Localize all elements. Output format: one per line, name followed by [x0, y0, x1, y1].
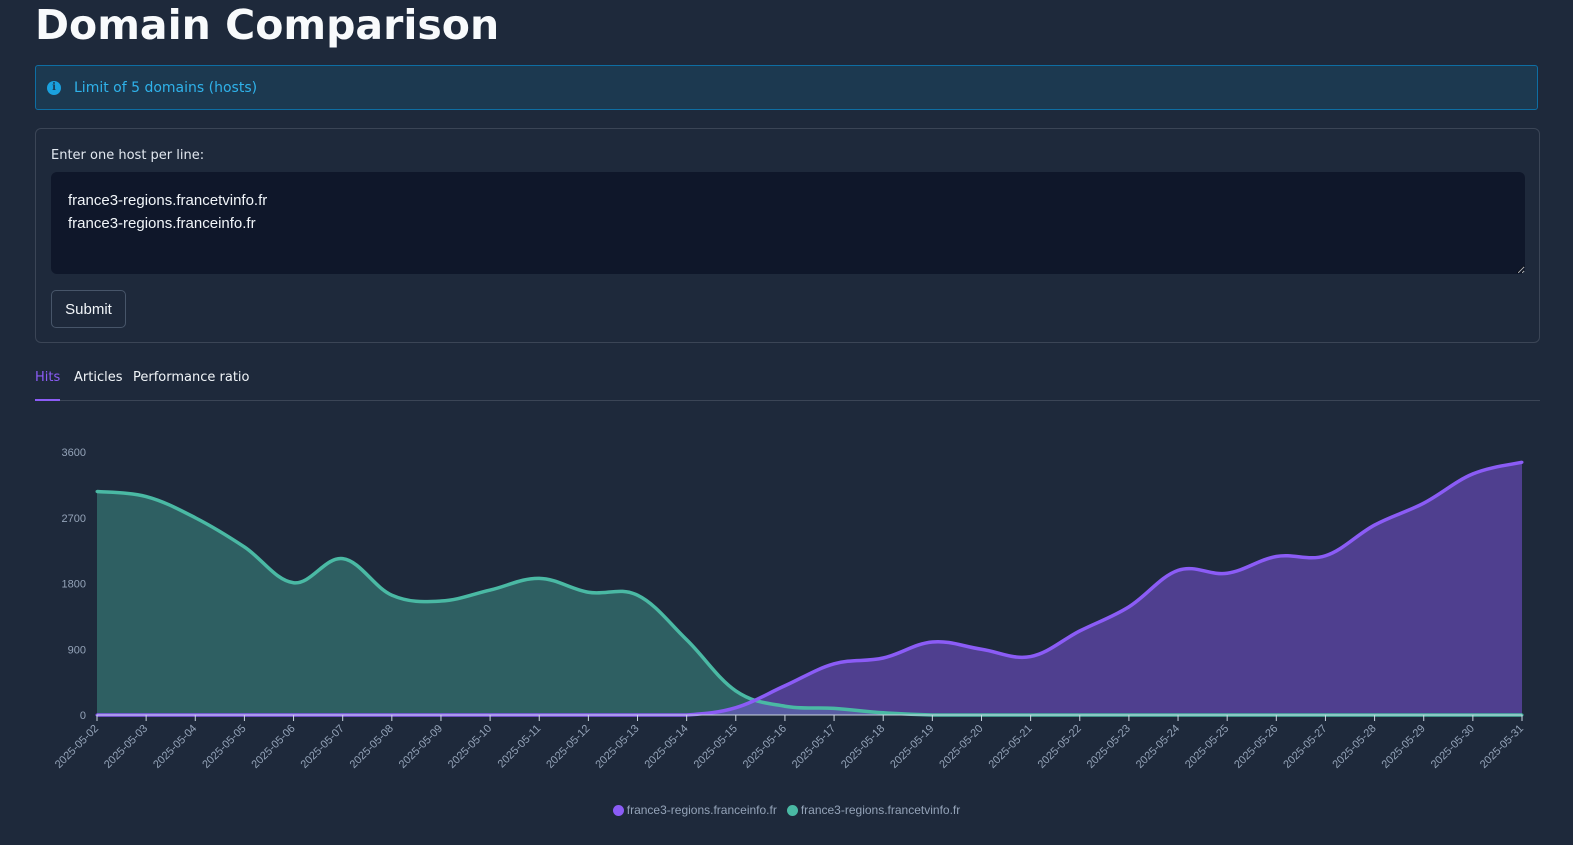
legend-label-francetvinfo: france3-regions.francetvinfo.fr [800, 803, 961, 817]
data-point [783, 684, 787, 688]
x-tick-label: 2025-05-27 [1281, 723, 1329, 771]
info-alert: i Limit of 5 domains (hosts) [35, 65, 1538, 110]
data-point [1323, 554, 1327, 558]
host-input-label: Enter one host per line: [51, 148, 205, 163]
x-tick-label: 2025-05-15 [692, 723, 740, 771]
x-tick-label: 2025-05-24 [1134, 723, 1182, 771]
legend-item-franceinfo[interactable]: france3-regions.franceinfo.fr [612, 803, 777, 817]
data-point [734, 706, 738, 710]
x-tick-label: 2025-05-26 [1232, 723, 1280, 771]
x-tick-label: 2025-05-21 [986, 723, 1034, 771]
y-tick-label: 2700 [62, 513, 86, 525]
x-tick-label: 2025-05-16 [741, 723, 789, 771]
data-point [488, 588, 492, 592]
data-point [832, 662, 836, 666]
submit-button[interactable]: Submit [51, 290, 126, 328]
x-tick-label: 2025-05-07 [299, 723, 347, 771]
x-tick-label: 2025-05-06 [249, 723, 297, 771]
y-tick-label: 1800 [62, 579, 86, 591]
data-point [1225, 571, 1229, 575]
x-tick-label: 2025-05-19 [888, 723, 936, 771]
x-tick-label: 2025-05-28 [1330, 723, 1378, 771]
tab-performance-ratio[interactable]: Performance ratio [133, 370, 250, 385]
data-point [1422, 501, 1426, 505]
tab-bar: Hits Articles Performance ratio [35, 368, 1540, 401]
y-tick-label: 900 [68, 644, 86, 656]
x-tick-label: 2025-05-29 [1380, 723, 1428, 771]
x-tick-label: 2025-05-09 [397, 723, 445, 771]
data-point [1274, 554, 1278, 558]
x-tick-label: 2025-05-17 [790, 723, 838, 771]
data-point [341, 557, 345, 561]
data-point [783, 704, 787, 708]
data-point [1176, 568, 1180, 572]
legend-item-francetvinfo[interactable]: france3-regions.francetvinfo.fr [786, 803, 961, 817]
tab-articles[interactable]: Articles [74, 370, 123, 385]
data-point [95, 489, 99, 493]
data-point [1029, 655, 1033, 659]
data-point [685, 638, 689, 642]
host-form: Enter one host per line: Submit [35, 128, 1540, 343]
x-tick-label: 2025-05-08 [348, 723, 396, 771]
x-tick-label: 2025-05-10 [446, 723, 494, 771]
data-point [1520, 460, 1524, 464]
data-point [1373, 523, 1377, 527]
data-point [1078, 629, 1082, 633]
data-point [144, 495, 148, 499]
series-area [97, 462, 1522, 715]
data-point [832, 706, 836, 710]
x-tick-label: 2025-05-30 [1429, 723, 1477, 771]
data-point [439, 599, 443, 603]
x-tick-label: 2025-05-18 [839, 723, 887, 771]
legend-label-franceinfo: france3-regions.franceinfo.fr [626, 803, 777, 817]
data-point [1471, 472, 1475, 476]
data-point [292, 581, 296, 585]
data-point [979, 647, 983, 651]
x-tick-label: 2025-05-05 [200, 723, 248, 771]
data-point [734, 689, 738, 693]
data-point [537, 576, 541, 580]
x-tick-label: 2025-05-31 [1478, 723, 1526, 771]
info-alert-text: Limit of 5 domains (hosts) [74, 79, 258, 96]
tab-hits[interactable]: Hits [35, 370, 61, 401]
data-point [586, 590, 590, 594]
x-tick-label: 2025-05-12 [544, 723, 592, 771]
info-icon: i [47, 80, 61, 95]
data-point [636, 593, 640, 597]
legend-dot-franceinfo [612, 804, 624, 816]
x-tick-label: 2025-05-22 [1036, 723, 1084, 771]
x-tick-label: 2025-05-14 [642, 723, 690, 771]
series-area [97, 491, 1522, 715]
data-point [881, 656, 885, 660]
x-tick-label: 2025-05-25 [1183, 723, 1231, 771]
x-tick-label: 2025-05-04 [151, 723, 199, 771]
y-tick-label: 3600 [62, 447, 86, 459]
x-tick-label: 2025-05-02 [53, 723, 101, 771]
y-tick-label: 0 [80, 710, 86, 722]
data-point [1127, 605, 1131, 609]
data-point [930, 640, 934, 644]
x-tick-label: 2025-05-13 [593, 723, 641, 771]
data-point [242, 545, 246, 549]
x-tick-label: 2025-05-23 [1085, 723, 1133, 771]
chart-legend: france3-regions.franceinfo.fr france3-re… [0, 803, 1573, 817]
data-point [193, 516, 197, 520]
page-title: Domain Comparison [35, 1, 500, 49]
data-point [390, 593, 394, 597]
legend-dot-francetvinfo [786, 804, 798, 816]
x-tick-label: 2025-05-03 [102, 723, 150, 771]
data-point [881, 711, 885, 715]
host-textarea[interactable] [51, 172, 1525, 274]
x-tick-label: 2025-05-20 [937, 723, 985, 771]
x-tick-label: 2025-05-11 [496, 723, 544, 771]
